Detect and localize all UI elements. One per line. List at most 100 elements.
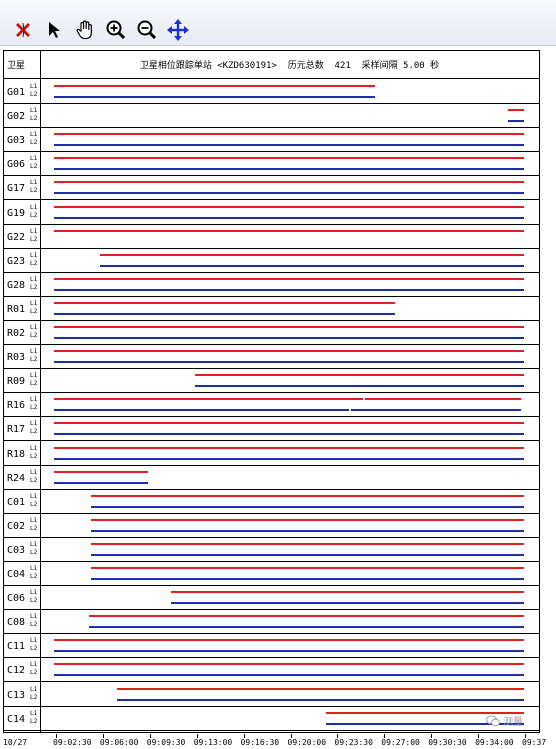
tracking-bar-l1 — [508, 109, 524, 112]
tracking-bar-l1 — [89, 615, 524, 618]
band-label-l1: L1 — [30, 637, 38, 645]
tracking-bar-l1 — [194, 374, 524, 377]
tracking-bar-l2 — [54, 674, 524, 677]
satellite-label: C06 — [7, 593, 26, 605]
band-label-l2: L2 — [30, 500, 38, 508]
axis-tick — [478, 734, 480, 738]
tracking-bar-l2 — [54, 312, 396, 315]
tracking-bar-l2 — [326, 722, 524, 725]
pan-hand-icon[interactable] — [72, 17, 98, 43]
band-label-l2: L2 — [30, 211, 38, 219]
tracking-bar-l1 — [54, 639, 524, 642]
band-label-l1: L1 — [30, 516, 38, 524]
tracking-bar-l1 — [91, 494, 524, 497]
satellite-row: R03 L1 L2 — [4, 345, 539, 370]
axis-tick-label: 09:02:30 — [53, 738, 92, 747]
satellite-row: G02 L1 L2 — [4, 104, 539, 129]
tracking-bar-l2 — [508, 120, 524, 123]
band-label-l1: L1 — [30, 468, 38, 476]
band-label-l2: L2 — [30, 524, 38, 532]
satellite-label: G19 — [7, 207, 26, 219]
axis-tick — [525, 734, 526, 738]
satellite-row: C04 L1 L2 — [4, 562, 539, 587]
satellite-row: G23 L1 L2 — [4, 249, 539, 273]
band-label-l2: L2 — [30, 645, 38, 653]
axis-tick — [196, 734, 198, 738]
axis-tick-label: 09:23:30 — [334, 738, 373, 747]
band-label-l1: L1 — [30, 107, 38, 115]
tracking-bar-l1 — [54, 181, 524, 184]
satellite-row: G22 L1 L2 — [4, 225, 539, 249]
tracking-bar-l1 — [54, 157, 524, 160]
satellite-label: C12 — [7, 665, 26, 677]
band-label-l2: L2 — [30, 404, 38, 412]
tracking-bar-l1 — [54, 470, 148, 473]
band-label-l2: L2 — [30, 91, 38, 98]
tracking-bar-l1 — [54, 446, 524, 449]
satellite-column-header: 卫星 — [7, 61, 26, 71]
move-arrows-icon[interactable] — [165, 17, 191, 43]
satellite-label: G06 — [7, 159, 26, 171]
axis-tick — [431, 734, 433, 738]
time-axis: 10/27 09:02:30 09:06:00 09:09:30 09:13:00 09… — [0, 734, 556, 749]
tracking-bar-l1 — [54, 422, 524, 425]
satellite-label: C02 — [7, 520, 26, 532]
zoom-out-icon[interactable] — [134, 17, 160, 43]
axis-tick — [56, 734, 57, 738]
tracking-bar-l2 — [54, 433, 524, 436]
tracking-bar-l2 — [54, 144, 524, 147]
satellite-row: C06 L1 L2 — [4, 586, 539, 611]
band-label-l2: L2 — [30, 139, 38, 147]
band-label-l2: L2 — [30, 452, 38, 460]
tracking-bar-l2 — [54, 650, 524, 653]
tracking-bar-l2 — [91, 553, 524, 556]
pointer-icon[interactable] — [41, 17, 67, 43]
axis-tick-label: 09:30:30 — [428, 738, 467, 747]
axis-tick-label: 09:13:00 — [193, 738, 233, 747]
band-label-l1: L1 — [30, 420, 38, 428]
axis-tick-label: 09:16:30 — [240, 738, 280, 747]
axis-tick — [337, 734, 339, 738]
band-label-l2: L2 — [30, 573, 38, 580]
satellite-row: G01 L1 L2 — [4, 80, 539, 105]
satellite-label: R16 — [7, 400, 26, 412]
satellite-label: G28 — [7, 279, 26, 291]
axis-tick — [102, 734, 104, 738]
satellite-label: G01 — [7, 87, 26, 98]
band-label-l2: L2 — [30, 163, 38, 171]
satellite-row: C12 L1 L2 — [4, 658, 539, 683]
band-label-l2: L2 — [30, 235, 38, 243]
clear-icon[interactable] — [10, 17, 36, 43]
tracking-bar-l2 — [54, 216, 524, 219]
tracking-bar-l2 — [91, 578, 524, 580]
toolbar — [0, 0, 556, 46]
axis-tick — [290, 734, 292, 738]
tracking-bar-l2 — [54, 481, 148, 484]
tracking-bar-l2 — [100, 264, 524, 267]
tracking-bar-l2 — [117, 698, 524, 701]
satellite-row: G03 L1 L2 — [4, 128, 539, 153]
satellite-row: G06 L1 L2 — [4, 152, 539, 177]
satellite-row: C02 L1 L2 — [4, 514, 539, 538]
zoom-in-icon[interactable] — [103, 17, 129, 43]
band-label-l1: L1 — [30, 565, 38, 572]
tracking-bar-l1 — [91, 518, 524, 521]
satellite-label: G22 — [7, 231, 26, 243]
tracking-bar-l1 — [54, 301, 396, 304]
chart-title: 卫星相位跟踪单站 <KZD630191> 历元总数 421 采样间隔 5.00 … — [139, 61, 440, 71]
axis-tick-label: 09:09:30 — [146, 738, 186, 747]
tracking-bar-l2 — [91, 505, 524, 508]
axis-tick-label: 09:37 — [522, 738, 547, 747]
satellite-label: C01 — [7, 496, 26, 508]
tracking-bar-l2 — [54, 288, 524, 291]
tracking-bar-l1 — [91, 542, 524, 545]
tracking-bar-l2 — [54, 337, 524, 339]
satellite-label: R24 — [7, 472, 26, 484]
band-label-l1: L1 — [30, 613, 38, 621]
satellite-label: G02 — [7, 111, 26, 123]
satellite-row: R09 L1 L2 — [4, 369, 539, 394]
band-label-l1: L1 — [30, 372, 38, 380]
band-label-l1: L1 — [30, 324, 38, 331]
band-label-l1: L1 — [30, 131, 38, 139]
tracking-bar-l1 — [54, 85, 375, 87]
